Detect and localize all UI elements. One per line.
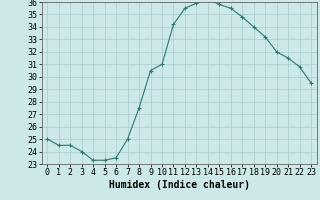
X-axis label: Humidex (Indice chaleur): Humidex (Indice chaleur) — [109, 180, 250, 190]
